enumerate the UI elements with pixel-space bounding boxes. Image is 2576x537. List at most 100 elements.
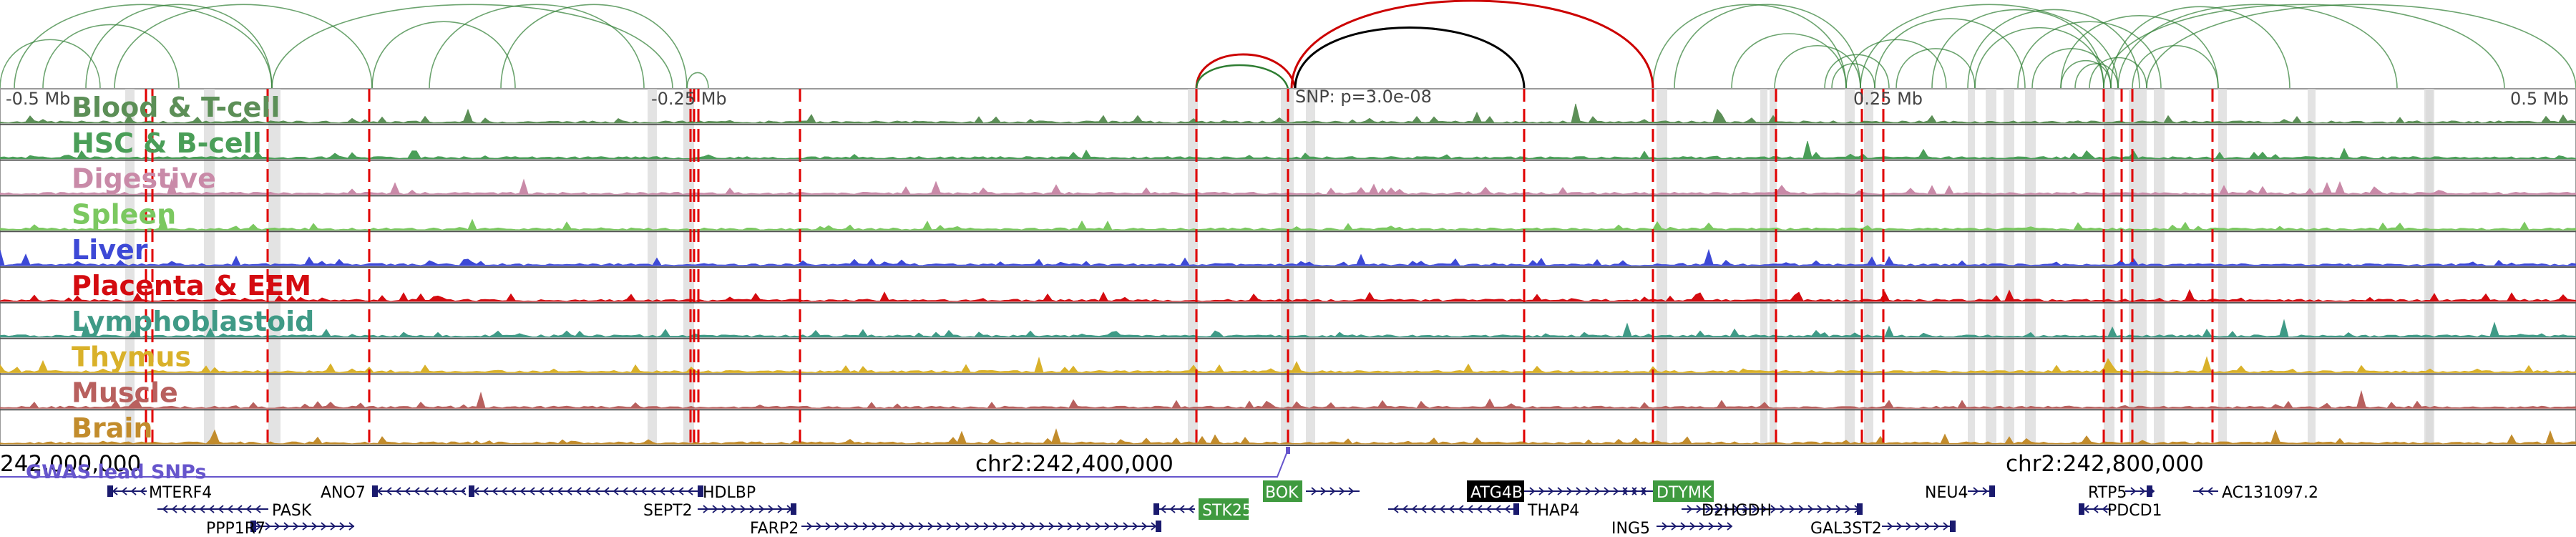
gwas-connector <box>0 449 1289 478</box>
gene-label-mterf4[interactable]: MTERF4 <box>149 484 212 502</box>
strand-chevron <box>1733 505 1740 513</box>
gene-label-hdlbp[interactable]: HDLBP <box>703 484 756 502</box>
strand-chevron <box>881 522 887 531</box>
strand-chevron <box>1188 505 1194 513</box>
strand-chevron <box>1631 487 1637 495</box>
chromatin-loop-arc <box>371 21 516 90</box>
strand-chevron <box>758 505 765 513</box>
strand-chevron <box>1320 487 1327 495</box>
gene-label-dtymk[interactable]: DTYMK <box>1657 484 1712 502</box>
strand-chevron <box>834 522 841 531</box>
strand-chevron <box>162 505 168 513</box>
gene-track: MTERF4 ANO7 HDLBP PASK PPP1R7 SEPT2 FARP2 BOK ST… <box>107 480 2318 537</box>
chromatin-loop-arc <box>1860 4 2119 90</box>
strand-chevron <box>955 522 962 531</box>
gene-label-gal3st2[interactable]: GAL3ST2 <box>1810 520 1882 537</box>
chromatin-loop-arc <box>1674 4 1861 90</box>
gene-label-atg4b[interactable]: ATG4B <box>1470 484 1523 502</box>
coordinate-center: chr2:242,400,000 <box>975 451 1174 477</box>
strand-chevron <box>650 487 656 495</box>
strand-chevron <box>1696 505 1702 513</box>
gene-label-pask[interactable]: PASK <box>272 502 312 520</box>
strand-chevron <box>1169 505 1176 513</box>
strand-chevron <box>712 505 718 513</box>
gene-exon <box>791 503 796 515</box>
strand-chevron <box>983 522 990 531</box>
strand-chevron <box>1708 522 1714 531</box>
strand-chevron <box>1727 522 1733 531</box>
strand-chevron <box>1485 505 1492 513</box>
gene-label-ac131097-2[interactable]: AC131097.2 <box>2222 484 2318 502</box>
strand-chevron <box>1458 505 1464 513</box>
track-label: Muscle <box>72 377 178 408</box>
track-label: Liver <box>72 234 148 266</box>
strand-chevron <box>1039 522 1045 531</box>
strand-chevron <box>1982 487 1989 495</box>
strand-chevron <box>721 505 728 513</box>
strand-chevron <box>1798 505 1805 513</box>
signal-track-9 <box>0 428 2576 445</box>
gene-label-rtp5[interactable]: RTP5 <box>2088 484 2127 502</box>
gene-label-ing5[interactable]: ING5 <box>1611 520 1650 537</box>
gene-label-sept2[interactable]: SEPT2 <box>643 502 693 520</box>
chromatin-loop-arc <box>2017 21 2162 90</box>
strand-chevron <box>1826 505 1833 513</box>
strand-chevron <box>1529 487 1536 495</box>
eqtl-arc-black <box>1294 26 1526 90</box>
strand-chevron <box>348 522 355 531</box>
scale-label-left-inner: -0.25 Mb <box>651 89 727 109</box>
strand-chevron <box>749 505 756 513</box>
gene-label-neu4[interactable]: NEU4 <box>1925 484 1968 502</box>
chromatin-loop-arc <box>1652 4 1847 90</box>
coordinate-right: chr2:242,800,000 <box>2006 451 2204 477</box>
strand-chevron <box>1594 487 1601 495</box>
gene-label-d2hgdh[interactable]: D2HGDH <box>1702 502 1772 520</box>
strand-chevron <box>1705 505 1712 513</box>
strand-chevron <box>1604 487 1610 495</box>
strand-chevron <box>687 487 693 495</box>
strand-chevron <box>441 487 448 495</box>
strand-chevron <box>740 505 746 513</box>
chromatin-loop-arc <box>429 4 645 90</box>
strand-chevron <box>937 522 943 531</box>
coordinate-left: 242,000,000 <box>0 451 141 477</box>
gene-label-pdcd1[interactable]: PDCD1 <box>2107 502 2162 520</box>
gene-label-farp2[interactable]: FARP2 <box>750 520 799 537</box>
strand-chevron <box>992 522 999 531</box>
gene-label-bok[interactable]: BOK <box>1265 484 1299 502</box>
strand-chevron <box>1742 505 1749 513</box>
gene-label-stk25[interactable]: STK25 <box>1202 502 1252 520</box>
strand-chevron <box>927 522 934 531</box>
strand-chevron <box>557 487 563 495</box>
chromatin-loop-arc <box>2103 4 2505 90</box>
strand-chevron <box>678 487 684 495</box>
strand-chevron <box>1924 522 1931 531</box>
strand-chevron <box>1311 487 1317 495</box>
gene-exon <box>1153 503 1159 515</box>
strand-chevron <box>482 487 489 495</box>
gene-label-thap4[interactable]: THAP4 <box>1527 502 1579 520</box>
gene-label-ppp1r7[interactable]: PPP1R7 <box>206 520 265 537</box>
chromatin-loop-arc <box>2110 6 2290 90</box>
strand-chevron <box>414 487 420 495</box>
strand-chevron <box>1973 487 1979 495</box>
strand-chevron <box>1943 522 1949 531</box>
gene-label-ano7[interactable]: ANO7 <box>321 484 366 502</box>
chromatin-loop-arc <box>1831 63 1875 90</box>
strand-chevron <box>1548 487 1554 495</box>
strand-chevron <box>1448 505 1455 513</box>
strand-chevron <box>529 487 535 495</box>
gene-exon <box>469 485 474 497</box>
strand-chevron <box>245 505 252 513</box>
strand-chevron <box>1011 522 1018 531</box>
strand-chevron <box>1671 522 1677 531</box>
gene-highlight-box <box>1263 480 1302 502</box>
gwas-snp-marker[interactable] <box>1286 447 1290 454</box>
signal-track-5 <box>0 289 2576 302</box>
strand-chevron <box>451 487 457 495</box>
strand-chevron <box>1348 487 1355 495</box>
strand-chevron <box>1020 522 1027 531</box>
strand-chevron <box>844 522 850 531</box>
track-label: Blood & T-cell <box>72 92 280 123</box>
strand-chevron <box>1495 505 1501 513</box>
